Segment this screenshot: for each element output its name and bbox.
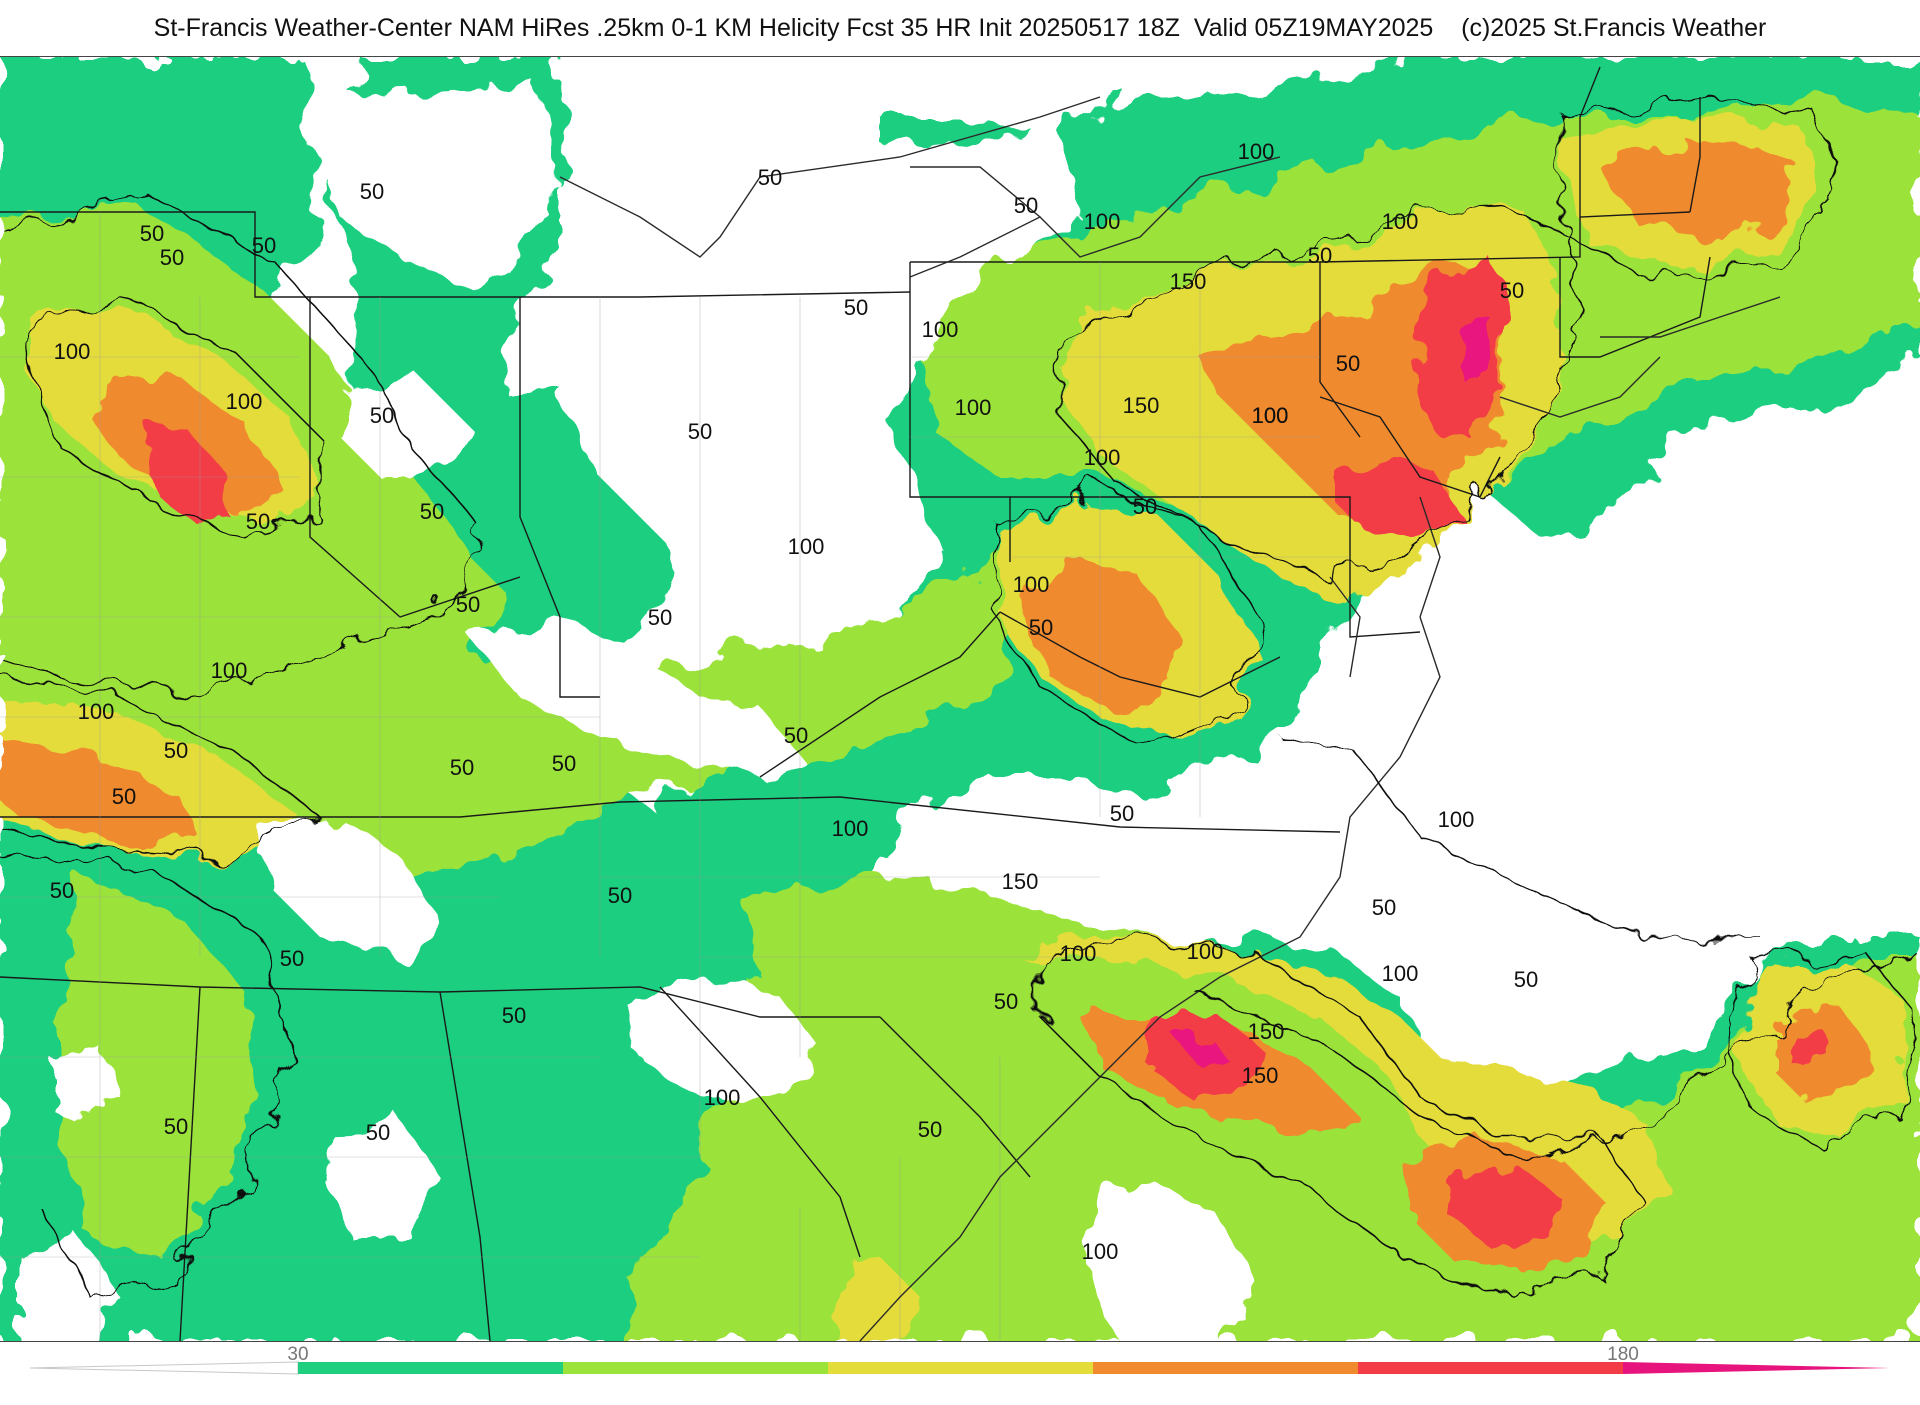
contour-label-50: 50 <box>160 245 184 270</box>
contour-label-50: 50 <box>502 1003 526 1028</box>
contour-label-100: 100 <box>788 534 825 559</box>
contour-label-100: 100 <box>704 1085 741 1110</box>
contour-label-50: 50 <box>688 419 712 444</box>
contour-label-50: 50 <box>1372 895 1396 920</box>
contour-label-100: 100 <box>1084 445 1121 470</box>
contour-label-150: 150 <box>1170 269 1207 294</box>
contour-label-50: 50 <box>50 878 74 903</box>
contour-label-100: 100 <box>1187 939 1224 964</box>
contour-label-100: 100 <box>1382 961 1419 986</box>
contour-label-50: 50 <box>164 738 188 763</box>
low-helicity-areas <box>20 87 1920 1341</box>
contour-label-100: 100 <box>922 317 959 342</box>
coastlines <box>559 96 1781 1341</box>
contour-label-50: 50 <box>1110 801 1134 826</box>
contour-label-50: 50 <box>456 592 480 617</box>
contour-label-100: 100 <box>1082 1239 1119 1264</box>
contour-label-50: 50 <box>994 989 1018 1014</box>
legend-orange <box>1093 1362 1358 1374</box>
legend-tick-180: 180 <box>1607 1344 1639 1365</box>
contour-label-50: 50 <box>844 295 868 320</box>
contour-label-50: 50 <box>140 221 164 246</box>
contour-label-150: 150 <box>1123 393 1160 418</box>
contour-label-100: 100 <box>1013 572 1050 597</box>
contour-label-50: 50 <box>1029 615 1053 640</box>
contour-label-150: 150 <box>1242 1063 1279 1088</box>
contour-label-100: 100 <box>1238 139 1275 164</box>
state-boundaries <box>0 66 1711 1341</box>
contour-label-150: 150 <box>1002 869 1039 894</box>
contour-label-50: 50 <box>1133 494 1157 519</box>
contour-label-50: 50 <box>608 883 632 908</box>
contour-label-150: 150 <box>1248 1019 1285 1044</box>
legend-bar <box>29 1361 1890 1375</box>
contour-label-100: 100 <box>1382 209 1419 234</box>
contour-label-100: 100 <box>1252 403 1289 428</box>
contour-label-100: 100 <box>54 339 91 364</box>
contour-label-100: 100 <box>226 389 263 414</box>
contour-label-100: 100 <box>211 658 248 683</box>
contour-label-50: 50 <box>1500 278 1524 303</box>
contour-label-50: 50 <box>758 165 782 190</box>
contour-label-50: 50 <box>552 751 576 776</box>
legend-tick-30: 30 <box>287 1344 309 1365</box>
contour-label-100: 100 <box>955 395 992 420</box>
contour-label-50: 50 <box>370 403 394 428</box>
chart-title: St-Francis Weather-Center NAM HiRes .25k… <box>153 13 1767 42</box>
contour-label-50: 50 <box>918 1117 942 1142</box>
contour-label-50: 50 <box>360 179 384 204</box>
contour-label-100: 100 <box>1252 403 1289 428</box>
contour-label-50: 50 <box>280 946 304 971</box>
ocean-contours <box>1199 736 1920 1158</box>
legend-yellow <box>828 1362 1093 1374</box>
contour-label-50: 50 <box>112 784 136 809</box>
contour-label-100: 100 <box>1438 807 1475 832</box>
legend-light-green <box>563 1362 828 1374</box>
contour-label-50: 50 <box>252 233 276 258</box>
legend-magenta <box>1623 1362 1890 1374</box>
contour-label-50: 50 <box>648 605 672 630</box>
contour-label-50: 50 <box>784 723 808 748</box>
contour-label-50: 50 <box>1014 193 1038 218</box>
contour-label-50: 50 <box>420 499 444 524</box>
helicity-contours <box>0 96 1911 1298</box>
color-legend: 30 180 <box>0 1340 1920 1400</box>
contour-label-100: 100 <box>78 699 115 724</box>
contour-label-50: 50 <box>450 755 474 780</box>
contour-label-50: 50 <box>366 1120 390 1145</box>
contour-label-50: 50 <box>1514 967 1538 992</box>
contour-label-50: 50 <box>164 1114 188 1139</box>
legend-red <box>1358 1362 1623 1374</box>
contour-label-50: 50 <box>246 509 270 534</box>
map-panel: 50 50 50 50 50 50 100 100 50 50 50 50 100 100 50 50 50 50… <box>0 56 1920 1342</box>
contour-label-50: 50 <box>1336 351 1360 376</box>
contour-label-50: 50 <box>1308 243 1332 268</box>
contour-label-100: 100 <box>1084 209 1121 234</box>
shade-magenta <box>1180 317 1495 1067</box>
contour-label-100: 100 <box>1060 941 1097 966</box>
contour-label-100: 100 <box>832 816 869 841</box>
county-lines <box>0 212 1350 1341</box>
legend-green <box>298 1362 563 1374</box>
